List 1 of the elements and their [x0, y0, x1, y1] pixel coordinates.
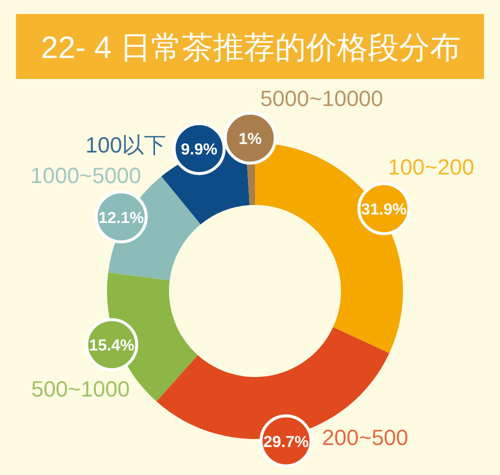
chart-title: 22- 4 日常茶推荐的价格段分布: [40, 30, 462, 65]
